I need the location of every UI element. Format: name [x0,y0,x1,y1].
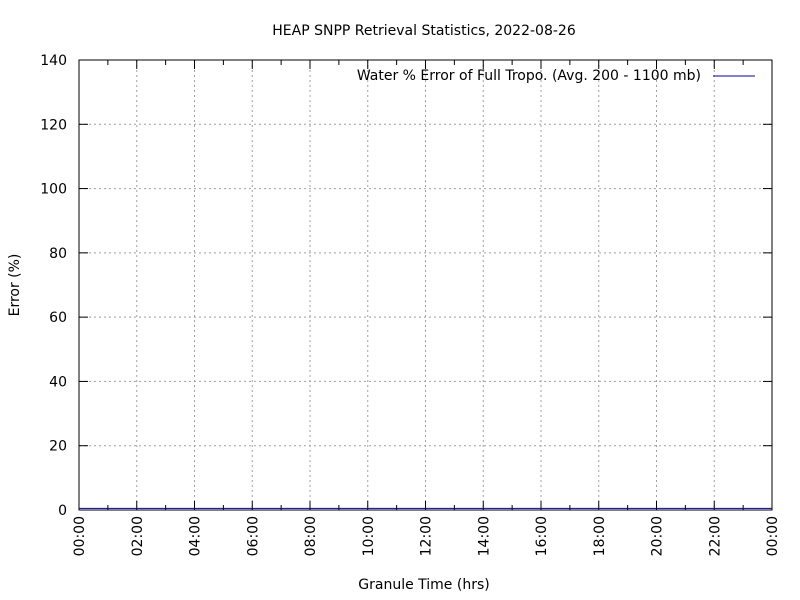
x-tick-label: 06:00 [245,516,261,556]
x-tick-label: 02:00 [130,516,146,556]
legend: Water % Error of Full Tropo. (Avg. 200 -… [357,68,755,84]
x-tick-label: 22:00 [707,516,723,556]
x-tick-label: 12:00 [419,516,435,556]
x-tick-label: 04:00 [188,516,204,556]
y-tick-label: 120 [40,117,67,133]
x-tick-label: 18:00 [592,516,608,556]
y-tick-label: 80 [49,246,67,262]
x-tick-label: 16:00 [534,516,550,556]
y-axis-label: Error (%) [7,254,23,317]
x-tick-label: 20:00 [650,516,666,556]
y-tick-label: 100 [40,182,67,198]
chart-title: HEAP SNPP Retrieval Statistics, 2022-08-… [272,23,576,39]
y-tick-label: 20 [49,439,67,455]
x-tick-label: 10:00 [361,516,377,556]
y-tick-label: 140 [40,53,67,69]
x-tick-labels: 00:00 02:00 04:00 06:00 08:00 10:00 12:00 14:00… [72,516,781,556]
y-tick-label: 0 [58,503,67,519]
x-tick-label: 00:00 [72,516,88,556]
y-tick-labels: 0 20 40 60 80 100 120 140 [40,53,67,519]
x-tick-label: 08:00 [303,516,319,556]
x-axis-label: Granule Time (hrs) [358,577,489,593]
legend-label: Water % Error of Full Tropo. (Avg. 200 -… [357,68,701,84]
x-tick-label: 00:00 [765,516,781,556]
grid [79,60,772,510]
y-tick-label: 40 [49,374,67,390]
x-tick-label: 14:00 [476,516,492,556]
y-tick-label: 60 [49,310,67,326]
